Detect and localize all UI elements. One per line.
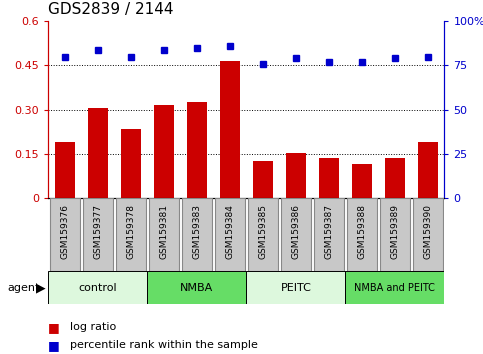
Text: GSM159376: GSM159376 xyxy=(60,204,69,259)
Text: NMBA and PEITC: NMBA and PEITC xyxy=(355,282,435,293)
Bar xyxy=(147,271,246,304)
Text: NMBA: NMBA xyxy=(180,282,213,293)
Bar xyxy=(48,271,147,304)
Bar xyxy=(253,161,273,198)
Bar xyxy=(149,198,179,271)
Bar xyxy=(345,271,444,304)
Text: control: control xyxy=(79,282,117,293)
Text: ■: ■ xyxy=(48,321,60,334)
Text: log ratio: log ratio xyxy=(70,322,116,332)
Bar xyxy=(116,198,146,271)
Text: GSM159383: GSM159383 xyxy=(192,204,201,259)
Bar xyxy=(418,142,438,198)
Text: ■: ■ xyxy=(48,339,60,352)
Text: GSM159387: GSM159387 xyxy=(325,204,333,259)
Text: GSM159389: GSM159389 xyxy=(390,204,399,259)
Bar xyxy=(215,198,245,271)
Bar xyxy=(281,198,311,271)
Text: ▶: ▶ xyxy=(36,281,46,294)
Bar xyxy=(248,198,278,271)
Bar xyxy=(121,129,141,198)
Text: GSM159381: GSM159381 xyxy=(159,204,168,259)
Bar xyxy=(380,198,410,271)
Text: agent: agent xyxy=(7,282,40,293)
Bar xyxy=(88,108,108,198)
Bar xyxy=(187,102,207,198)
Text: GSM159384: GSM159384 xyxy=(226,204,234,259)
Bar xyxy=(55,142,75,198)
Bar xyxy=(246,271,345,304)
Text: GDS2839 / 2144: GDS2839 / 2144 xyxy=(48,2,174,17)
Text: GSM159385: GSM159385 xyxy=(258,204,267,259)
Bar xyxy=(220,61,240,198)
Text: GSM159390: GSM159390 xyxy=(424,204,432,259)
Bar xyxy=(413,198,443,271)
Bar xyxy=(83,198,113,271)
Text: GSM159377: GSM159377 xyxy=(93,204,102,259)
Bar xyxy=(154,105,174,198)
Text: GSM159378: GSM159378 xyxy=(127,204,135,259)
Bar xyxy=(182,198,212,271)
Bar xyxy=(385,159,405,198)
Bar xyxy=(347,198,377,271)
Bar xyxy=(319,159,339,198)
Text: PEITC: PEITC xyxy=(281,282,311,293)
Text: GSM159388: GSM159388 xyxy=(357,204,366,259)
Text: GSM159386: GSM159386 xyxy=(291,204,300,259)
Bar xyxy=(314,198,344,271)
Bar xyxy=(50,198,80,271)
Bar xyxy=(286,153,306,198)
Text: percentile rank within the sample: percentile rank within the sample xyxy=(70,340,258,350)
Bar xyxy=(352,164,372,198)
